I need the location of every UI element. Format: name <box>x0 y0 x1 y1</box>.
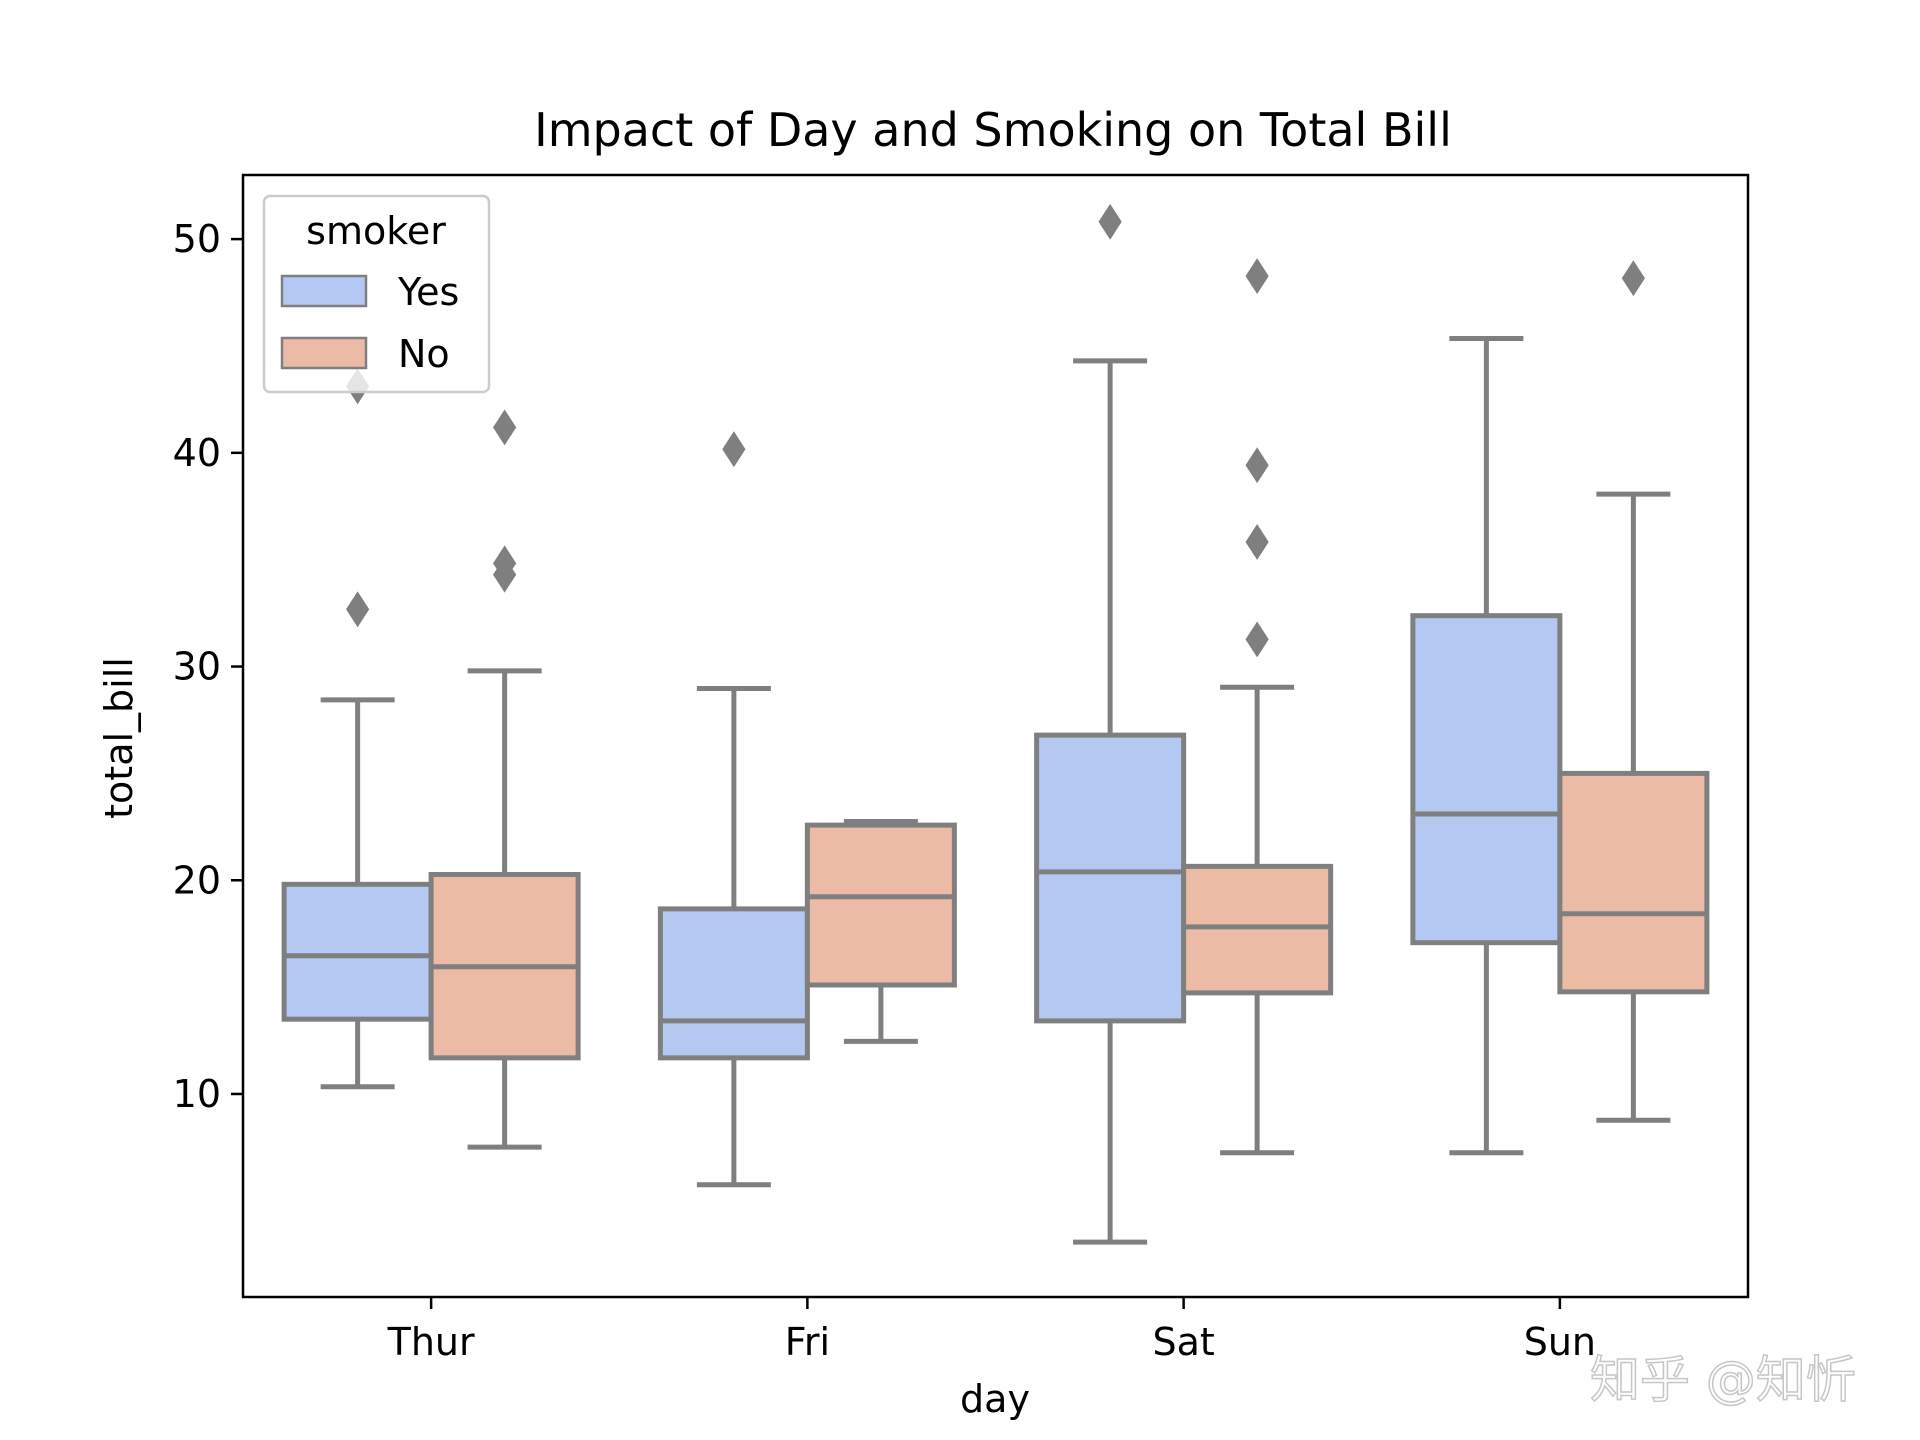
x-tick-label-thur: Thur <box>387 1320 475 1364</box>
y-axis: 10 20 30 40 50 <box>173 217 243 1116</box>
outlier-point <box>1245 447 1269 484</box>
outlier-point <box>493 409 517 446</box>
outlier-point <box>1245 621 1269 658</box>
iqr-box <box>657 906 810 1061</box>
legend-swatch-yes <box>280 274 368 308</box>
box-no-fri <box>804 818 957 1044</box>
outlier-point <box>346 591 370 628</box>
iqr-box <box>281 881 434 1022</box>
iqr-box <box>1410 613 1563 946</box>
axes-frame <box>241 173 1750 1299</box>
outlier-point <box>1621 260 1645 297</box>
chart-title: Impact of Day and Smoking on Total Bill <box>534 103 1452 157</box>
legend-label-yes: Yes <box>397 270 459 314</box>
x-tick-label-sun: Sun <box>1524 1320 1596 1364</box>
box-no-sat <box>1181 258 1334 1156</box>
outlier-point <box>1245 524 1269 560</box>
legend: smoker Yes No <box>262 194 491 394</box>
outlier-point <box>722 431 746 468</box>
box-yes-sun <box>1410 335 1563 1156</box>
y-tick-label: 50 <box>173 217 221 261</box>
y-tick-label: 30 <box>173 645 221 689</box>
box-yes-thur <box>281 368 434 1090</box>
x-tick-label-fri: Fri <box>785 1320 830 1364</box>
legend-label-no: No <box>398 332 450 376</box>
iqr-box <box>804 822 957 988</box>
legend-swatch-no <box>280 336 368 370</box>
outlier-point <box>493 545 517 582</box>
box-yes-sat <box>1034 203 1187 1245</box>
y-tick-label: 10 <box>173 1072 221 1116</box>
watermark-text: 知乎 @知忻 <box>1590 1351 1856 1409</box>
x-axis-label: day <box>960 1377 1030 1421</box>
box-yes-fri <box>657 431 810 1188</box>
outlier-point <box>1098 203 1122 240</box>
outlier-point <box>1245 258 1269 295</box>
legend-title: smoker <box>306 209 446 253</box>
x-tick-label-sat: Sat <box>1152 1320 1214 1364</box>
x-axis: Thur Fri Sat Sun <box>387 1297 1596 1364</box>
iqr-box <box>1557 770 1710 995</box>
iqr-box <box>1181 863 1334 996</box>
box-no-sun <box>1557 260 1710 1123</box>
y-axis-label: total_bill <box>97 657 141 819</box>
y-tick-label: 40 <box>173 431 221 475</box>
plot-area <box>281 203 1710 1245</box>
y-tick-label: 20 <box>173 858 221 902</box>
iqr-box <box>1034 732 1187 1024</box>
box-no-thur <box>428 409 581 1150</box>
